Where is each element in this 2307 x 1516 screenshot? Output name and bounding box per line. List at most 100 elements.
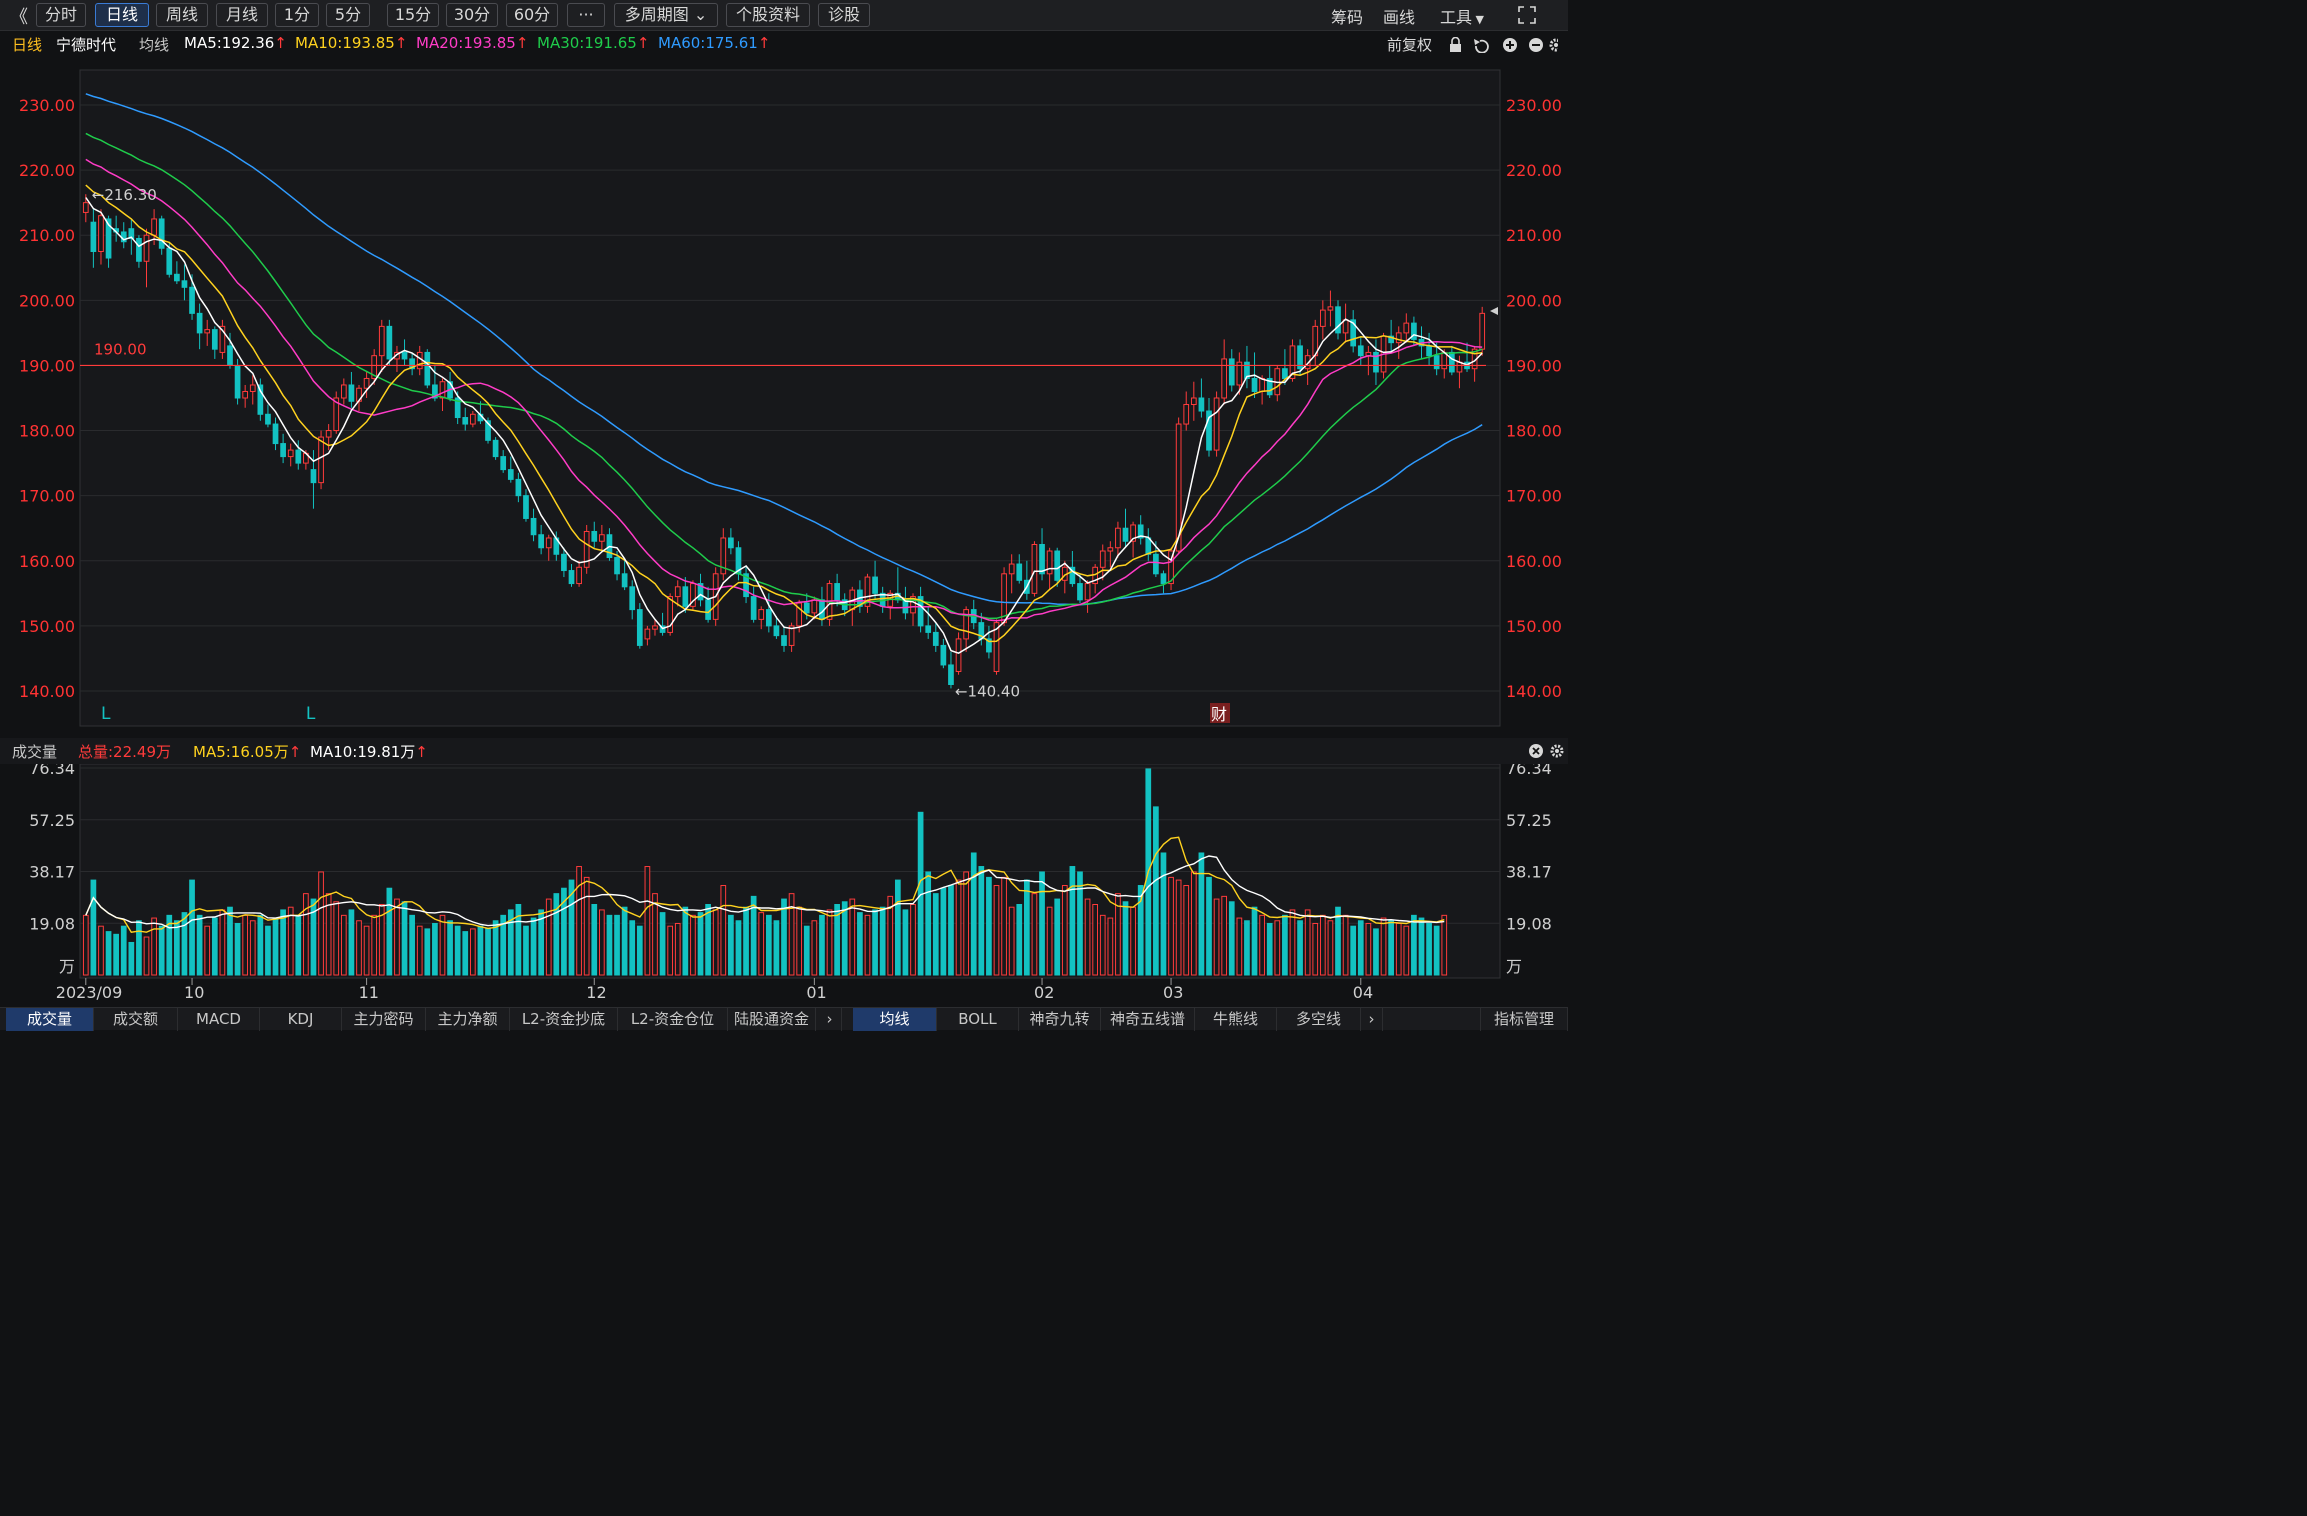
volume-bar[interactable] bbox=[894, 879, 901, 976]
candle[interactable] bbox=[151, 209, 157, 245]
volume-bar[interactable] bbox=[1008, 906, 1015, 976]
volume-bar[interactable] bbox=[82, 914, 89, 976]
expand-icon[interactable] bbox=[1518, 6, 1536, 24]
candle[interactable] bbox=[788, 622, 795, 652]
candle[interactable] bbox=[1077, 573, 1083, 604]
volume-bar[interactable] bbox=[462, 931, 469, 976]
volume-bar[interactable] bbox=[1335, 906, 1341, 976]
candle[interactable] bbox=[432, 365, 438, 402]
candle[interactable] bbox=[1380, 332, 1387, 379]
volume-bar[interactable] bbox=[743, 906, 749, 976]
candle[interactable] bbox=[743, 567, 749, 604]
candle[interactable] bbox=[1448, 345, 1455, 376]
volume-bar[interactable] bbox=[667, 925, 674, 976]
indicator-tab-0[interactable]: 成交量 bbox=[6, 1008, 94, 1031]
candle[interactable] bbox=[1175, 417, 1182, 555]
volume-bar[interactable] bbox=[1388, 920, 1394, 976]
volume-bar[interactable] bbox=[925, 871, 932, 976]
volume-bar[interactable] bbox=[318, 871, 324, 976]
volume-bar[interactable] bbox=[1198, 852, 1205, 976]
candle[interactable] bbox=[1327, 290, 1334, 327]
volume-bar[interactable] bbox=[561, 887, 567, 976]
candle[interactable] bbox=[507, 456, 514, 483]
volume-bar[interactable] bbox=[1236, 917, 1243, 976]
candle[interactable] bbox=[424, 349, 431, 389]
volume-bar[interactable] bbox=[1206, 876, 1212, 976]
volume-bar[interactable] bbox=[1122, 901, 1129, 976]
volume-bar[interactable] bbox=[1160, 852, 1167, 976]
candle[interactable] bbox=[978, 612, 985, 646]
candle[interactable] bbox=[606, 528, 613, 561]
volume-bar[interactable] bbox=[568, 879, 575, 976]
candle[interactable] bbox=[523, 489, 529, 522]
volume-bar[interactable] bbox=[234, 922, 241, 976]
candle[interactable] bbox=[143, 228, 150, 288]
volume-bar[interactable] bbox=[986, 876, 992, 976]
volume-bar[interactable] bbox=[1228, 901, 1235, 976]
volume-bar[interactable] bbox=[219, 909, 226, 976]
volume-bar[interactable] bbox=[652, 893, 658, 976]
volume-bar[interactable] bbox=[591, 903, 598, 976]
ma-label[interactable]: 均线 bbox=[139, 36, 170, 54]
candle[interactable] bbox=[697, 573, 704, 607]
volume-bar[interactable] bbox=[257, 914, 264, 976]
volume-bar[interactable] bbox=[720, 885, 727, 976]
candle[interactable] bbox=[469, 411, 476, 428]
volume-bar[interactable] bbox=[1145, 768, 1152, 976]
volume-bar[interactable] bbox=[1153, 806, 1159, 976]
volume-bar[interactable] bbox=[416, 925, 423, 976]
candle[interactable] bbox=[1115, 521, 1121, 558]
candle[interactable] bbox=[796, 599, 803, 633]
candle[interactable] bbox=[1403, 313, 1410, 343]
candle[interactable] bbox=[659, 612, 666, 636]
candle[interactable] bbox=[409, 352, 415, 376]
volume-bar[interactable] bbox=[659, 912, 666, 976]
close-icon[interactable] bbox=[1529, 744, 1543, 758]
period-tab-5[interactable]: 5分 bbox=[326, 3, 370, 27]
volume-bar[interactable] bbox=[249, 920, 256, 976]
gear-icon[interactable] bbox=[1549, 38, 1558, 52]
candle[interactable] bbox=[257, 378, 264, 421]
volume-bar[interactable] bbox=[940, 887, 947, 976]
volume-bar[interactable] bbox=[1069, 866, 1076, 976]
volume-bar[interactable] bbox=[1001, 876, 1007, 976]
volume-bar[interactable] bbox=[576, 866, 582, 976]
volume-bar[interactable] bbox=[1365, 922, 1372, 976]
volume-bar[interactable] bbox=[242, 914, 249, 976]
candle[interactable] bbox=[113, 215, 120, 242]
candle[interactable] bbox=[219, 319, 226, 359]
period-tab-6[interactable]: 15分 bbox=[387, 3, 439, 27]
volume-bar[interactable] bbox=[1115, 893, 1121, 976]
candle[interactable] bbox=[811, 596, 818, 620]
candle[interactable] bbox=[1198, 378, 1205, 418]
candle[interactable] bbox=[1350, 310, 1357, 353]
volume-bar[interactable] bbox=[500, 914, 507, 976]
volume-bar[interactable] bbox=[963, 871, 969, 976]
candle[interactable] bbox=[1335, 300, 1341, 340]
candle[interactable] bbox=[280, 433, 286, 464]
volume-bar[interactable] bbox=[1266, 922, 1273, 976]
candle[interactable] bbox=[652, 619, 658, 636]
volume-bar[interactable] bbox=[136, 920, 142, 976]
volume-bar[interactable] bbox=[697, 912, 704, 976]
period-tab-9[interactable]: ··· bbox=[567, 3, 605, 27]
candle[interactable] bbox=[485, 417, 491, 444]
volume-bar[interactable] bbox=[439, 914, 446, 976]
candle[interactable] bbox=[826, 580, 833, 626]
volume-bar[interactable] bbox=[902, 909, 909, 976]
indicator-tab-3[interactable]: KDJ bbox=[260, 1008, 342, 1031]
volume-bar[interactable] bbox=[485, 928, 491, 976]
candle[interactable] bbox=[1206, 398, 1212, 457]
volume-bar[interactable] bbox=[948, 885, 954, 976]
candle[interactable] bbox=[864, 573, 871, 613]
candle[interactable] bbox=[1433, 342, 1440, 376]
candle[interactable] bbox=[1456, 355, 1463, 389]
overlay-tab-2[interactable]: 神奇九转 bbox=[1019, 1008, 1101, 1031]
period-tab-8[interactable]: 60分 bbox=[506, 3, 558, 27]
candle[interactable] bbox=[90, 209, 97, 268]
draw-button[interactable]: 画线 bbox=[1383, 8, 1416, 27]
indicator-manage-button[interactable]: 指标管理 bbox=[1480, 1008, 1568, 1031]
candle[interactable] bbox=[857, 580, 863, 613]
volume-bar[interactable] bbox=[1380, 917, 1387, 976]
volume-bar[interactable] bbox=[196, 914, 203, 976]
